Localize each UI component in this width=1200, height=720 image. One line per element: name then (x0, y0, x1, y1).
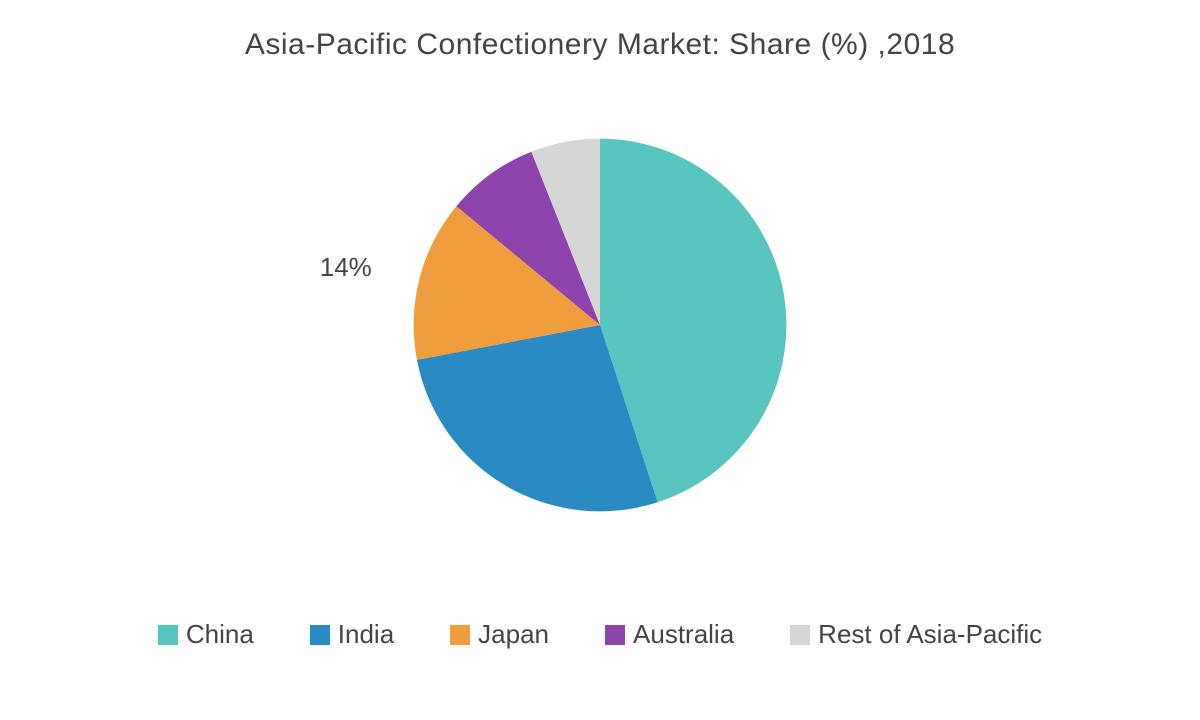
legend-label: Australia (633, 619, 734, 650)
legend-label: Rest of Asia-Pacific (818, 619, 1042, 650)
slice-label-japan: 14% (320, 252, 372, 283)
legend-item-australia: Australia (605, 619, 734, 650)
legend-label: China (186, 619, 254, 650)
legend-swatch (605, 625, 625, 645)
legend-item-china: China (158, 619, 254, 650)
pie-svg (395, 120, 805, 530)
chart-title: Asia-Pacific Confectionery Market: Share… (0, 28, 1200, 62)
pie-chart-area: 14% (0, 90, 1200, 560)
legend-swatch (310, 625, 330, 645)
legend-label: India (338, 619, 394, 650)
legend: China India Japan Australia Rest of Asia-Pac… (0, 619, 1200, 650)
legend-swatch (158, 625, 178, 645)
legend-swatch (450, 625, 470, 645)
legend-item-india: India (310, 619, 394, 650)
legend-swatch (790, 625, 810, 645)
legend-item-japan: Japan (450, 619, 549, 650)
legend-item-rest-of-asia-pacific: Rest of Asia-Pacific (790, 619, 1042, 650)
legend-label: Japan (478, 619, 549, 650)
